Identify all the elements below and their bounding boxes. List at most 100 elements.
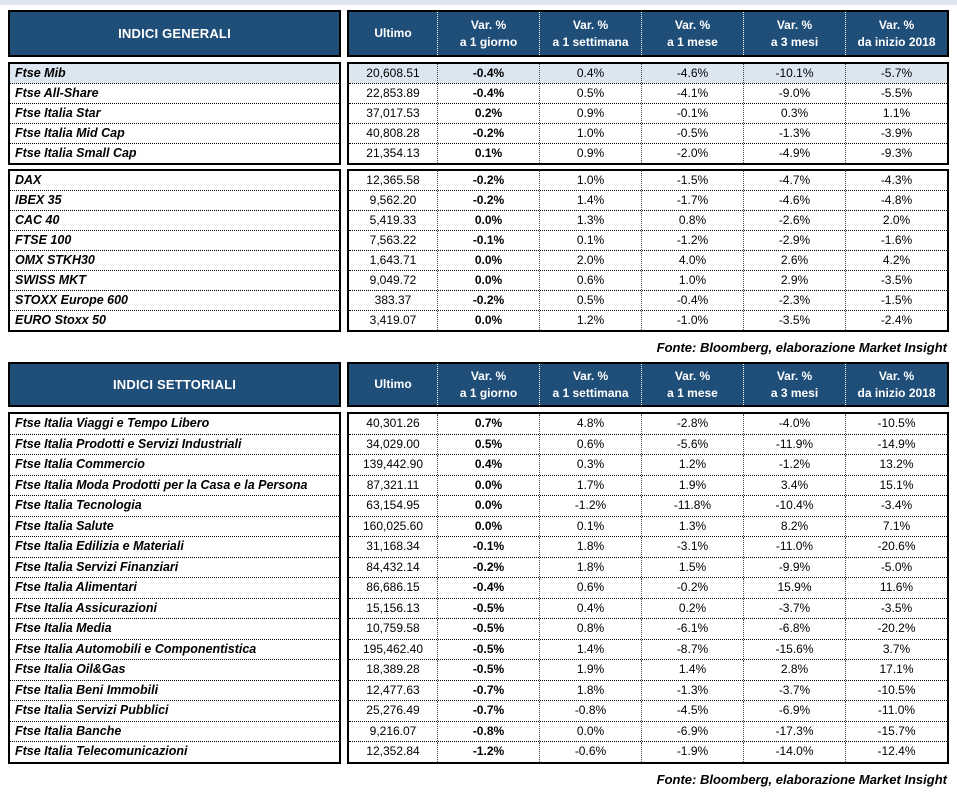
header-line-1: Var. % bbox=[572, 17, 609, 32]
ultimo-value: 160,025.60 bbox=[362, 518, 424, 533]
column-header-var-3-mesi: Var. % a 3 mesi bbox=[743, 364, 845, 405]
ultimo-value: 7,563.22 bbox=[369, 233, 417, 247]
var-1-settimana-value: 0.9% bbox=[539, 144, 641, 163]
var-1-giorno-value: 0.7% bbox=[437, 414, 539, 434]
index-name-column: DAX IBEX 35 CAC 40 FTSE 100 OMX STKH30 SWISS … bbox=[8, 169, 341, 332]
var-1-settimana-value: 0.8% bbox=[539, 619, 641, 639]
var-3-mesi-value: -3.5% bbox=[743, 311, 845, 330]
header-line-2: a 1 giorno bbox=[459, 34, 518, 49]
var-inizio-2018-value: -15.7% bbox=[845, 721, 947, 741]
table-indici-generali: INDICI GENERALI Ultimo Var. % a 1 giorno… bbox=[8, 10, 949, 362]
index-name: Ftse Italia Edilizia e Materiali bbox=[10, 536, 339, 557]
index-name: Ftse Italia Viaggi e Tempo Libero bbox=[15, 416, 210, 430]
var-1-mese-value: -6.1% bbox=[641, 619, 743, 639]
index-name: DAX bbox=[15, 173, 42, 187]
var-1-settimana-value: 1.9% bbox=[539, 660, 641, 680]
table-row: 40,301.26 0.7% 4.8% -2.8% -4.0% -10.5% bbox=[349, 414, 947, 434]
ultimo-value: 40,301.26 bbox=[366, 416, 420, 430]
header-line-2: a 1 mese bbox=[667, 385, 718, 400]
index-name: Ftse Italia Salute bbox=[10, 515, 339, 537]
ultimo-value: 84,432.14 bbox=[366, 559, 420, 574]
var-1-giorno-value: -0.2% bbox=[437, 557, 539, 577]
table-row: 12,477.63 -0.7% 1.8% -1.3% -3.7% -10.5% bbox=[349, 679, 947, 700]
var-inizio-2018-value: -10.5% bbox=[845, 680, 947, 700]
var-1-mese-value: 0.2% bbox=[641, 598, 743, 618]
var-inizio-2018-value: 1.1% bbox=[845, 104, 947, 123]
table-row: 160,025.60 0.0% 0.1% 1.3% 8.2% 7.1% bbox=[349, 515, 947, 536]
var-1-mese-value: 4.0% bbox=[641, 251, 743, 270]
var-inizio-2018-value: -9.3% bbox=[845, 144, 947, 163]
table-row: 40,808.28 -0.2% 1.0% -0.5% -1.3% -3.9% bbox=[349, 123, 947, 143]
table1-header: INDICI GENERALI Ultimo Var. % a 1 giorno… bbox=[8, 10, 949, 57]
table1-title: INDICI GENERALI bbox=[8, 10, 341, 57]
var-1-settimana-value: 1.3% bbox=[539, 211, 641, 230]
var-1-settimana-value: 1.0% bbox=[539, 171, 641, 190]
table1-group-european-indices: DAX IBEX 35 CAC 40 FTSE 100 OMX STKH30 SWISS … bbox=[8, 169, 949, 332]
ultimo-value: 1,643.71 bbox=[369, 253, 417, 267]
var-1-mese-value: -4.6% bbox=[641, 64, 743, 83]
var-inizio-2018-value: -5.0% bbox=[845, 557, 947, 577]
index-name: OMX STKH30 bbox=[10, 250, 339, 270]
var-1-giorno-value: 0.0% bbox=[437, 251, 539, 270]
var-1-mese-value: -0.4% bbox=[641, 291, 743, 310]
index-name: Ftse Italia Servizi Pubblici bbox=[10, 700, 339, 721]
var-1-giorno-value: -0.1% bbox=[437, 231, 539, 250]
var-inizio-2018-value: -3.5% bbox=[845, 271, 947, 290]
var-inizio-2018-value: -1.6% bbox=[845, 231, 947, 250]
var-1-settimana-value: 0.3% bbox=[539, 455, 641, 475]
var-3-mesi-value: -1.3% bbox=[743, 124, 845, 143]
var-1-giorno-value: 0.0% bbox=[437, 516, 539, 536]
var-1-giorno-value: -0.4% bbox=[437, 578, 539, 598]
table-row: 63,154.95 0.0% -1.2% -11.8% -10.4% -3.4% bbox=[349, 495, 947, 516]
var-3-mesi-value: -9.0% bbox=[743, 84, 845, 103]
column-header-var-1-settimana: Var. % a 1 settimana bbox=[539, 12, 641, 55]
var-1-mese-value: -0.5% bbox=[641, 124, 743, 143]
table-row: 9,049.72 0.0% 0.6% 1.0% 2.9% -3.5% bbox=[349, 270, 947, 290]
ultimo-value: 12,365.58 bbox=[366, 173, 420, 187]
index-name: Ftse Italia Mid Cap bbox=[10, 123, 339, 143]
table-row: 84,432.14 -0.2% 1.8% 1.5% -9.9% -5.0% bbox=[349, 556, 947, 577]
var-inizio-2018-value: -4.3% bbox=[845, 171, 947, 190]
var-3-mesi-value: 3.4% bbox=[743, 475, 845, 495]
var-3-mesi-value: -11.0% bbox=[743, 537, 845, 557]
ultimo-value: 10,759.58 bbox=[366, 621, 420, 635]
var-inizio-2018-value: -3.9% bbox=[845, 124, 947, 143]
var-1-giorno-value: -0.4% bbox=[437, 84, 539, 103]
index-name-column: Ftse Mib Ftse All-Share Ftse Italia Star Ft… bbox=[8, 62, 341, 165]
var-inizio-2018-value: -12.4% bbox=[845, 742, 947, 762]
table-row: 18,389.28 -0.5% 1.9% 1.4% 2.8% 17.1% bbox=[349, 659, 947, 680]
var-inizio-2018-value: -20.6% bbox=[845, 537, 947, 557]
var-inizio-2018-value: 13.2% bbox=[845, 455, 947, 475]
header-line-2: da inizio 2018 bbox=[857, 385, 936, 400]
var-1-mese-value: -1.2% bbox=[641, 231, 743, 250]
index-name: CAC 40 bbox=[10, 210, 339, 230]
var-3-mesi-value: -11.9% bbox=[743, 434, 845, 454]
ultimo-value: 383.37 bbox=[374, 293, 412, 307]
var-inizio-2018-value: -3.4% bbox=[845, 496, 947, 516]
index-name: STOXX Europe 600 bbox=[10, 290, 339, 310]
index-name: Ftse Italia Servizi Finanziari bbox=[10, 556, 339, 578]
var-inizio-2018-value: -14.9% bbox=[845, 434, 947, 454]
var-1-mese-value: 1.0% bbox=[641, 271, 743, 290]
table-row: 9,562.20 -0.2% 1.4% -1.7% -4.6% -4.8% bbox=[349, 190, 947, 210]
var-3-mesi-value: -1.2% bbox=[743, 455, 845, 475]
index-name: Ftse Italia Beni Immobili bbox=[10, 679, 339, 701]
var-1-settimana-value: 1.4% bbox=[539, 191, 641, 210]
var-3-mesi-value: -3.7% bbox=[743, 680, 845, 700]
index-name: Ftse Italia Moda Prodotti per la Casa e … bbox=[10, 474, 339, 496]
ultimo-value: 31,168.34 bbox=[366, 539, 420, 553]
column-header-var-3-mesi: Var. % a 3 mesi bbox=[743, 12, 845, 55]
index-name: Ftse Mib bbox=[10, 64, 339, 83]
var-1-giorno-value: -0.1% bbox=[437, 537, 539, 557]
var-1-mese-value: -1.9% bbox=[641, 742, 743, 762]
ultimo-value: 18,389.28 bbox=[366, 662, 420, 676]
ultimo-value: 139,442.90 bbox=[362, 457, 424, 471]
var-1-giorno-value: -0.5% bbox=[437, 660, 539, 680]
ultimo-value: 21,354.13 bbox=[366, 146, 420, 160]
var-1-settimana-value: -1.2% bbox=[539, 496, 641, 516]
var-1-mese-value: 1.2% bbox=[641, 455, 743, 475]
var-1-mese-value: -4.1% bbox=[641, 84, 743, 103]
var-3-mesi-value: -4.0% bbox=[743, 414, 845, 434]
var-inizio-2018-value: -1.5% bbox=[845, 291, 947, 310]
index-name: Ftse Italia Telecomunicazioni bbox=[10, 741, 339, 762]
